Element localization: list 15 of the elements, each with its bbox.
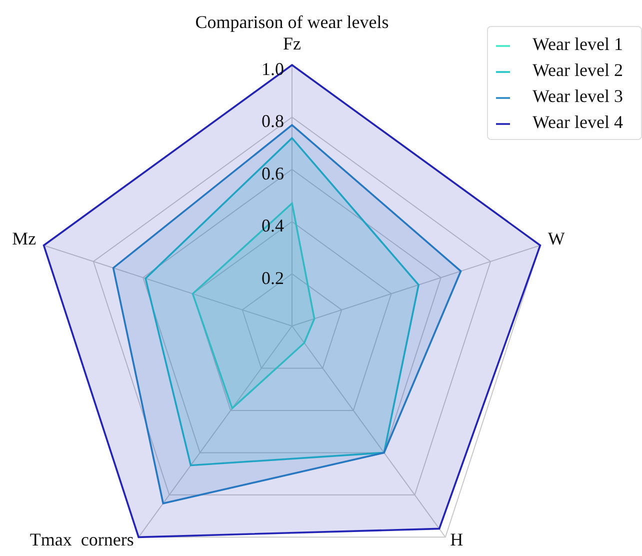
spoke-label: W	[548, 228, 565, 249]
spoke-label: Fz	[283, 34, 302, 54]
legend-label: Wear level 4	[532, 112, 623, 132]
legend-label: Wear level 3	[532, 86, 623, 106]
spoke-label: H	[450, 530, 464, 550]
y-tick-label: 0.4	[262, 216, 284, 236]
chart-title: Comparison of wear levels	[194, 12, 390, 33]
legend-label: Wear level 2	[532, 60, 623, 80]
legend-label: Wear level 1	[532, 34, 623, 54]
y-tick-label: 1.0	[262, 59, 284, 79]
spoke-label: Mz	[12, 228, 36, 249]
y-tick-label: 0.8	[262, 111, 284, 132]
y-tick-label: 0.6	[262, 163, 284, 184]
y-tick-label: 0.2	[262, 268, 284, 288]
spoke-label: Tmax corners	[30, 530, 134, 550]
